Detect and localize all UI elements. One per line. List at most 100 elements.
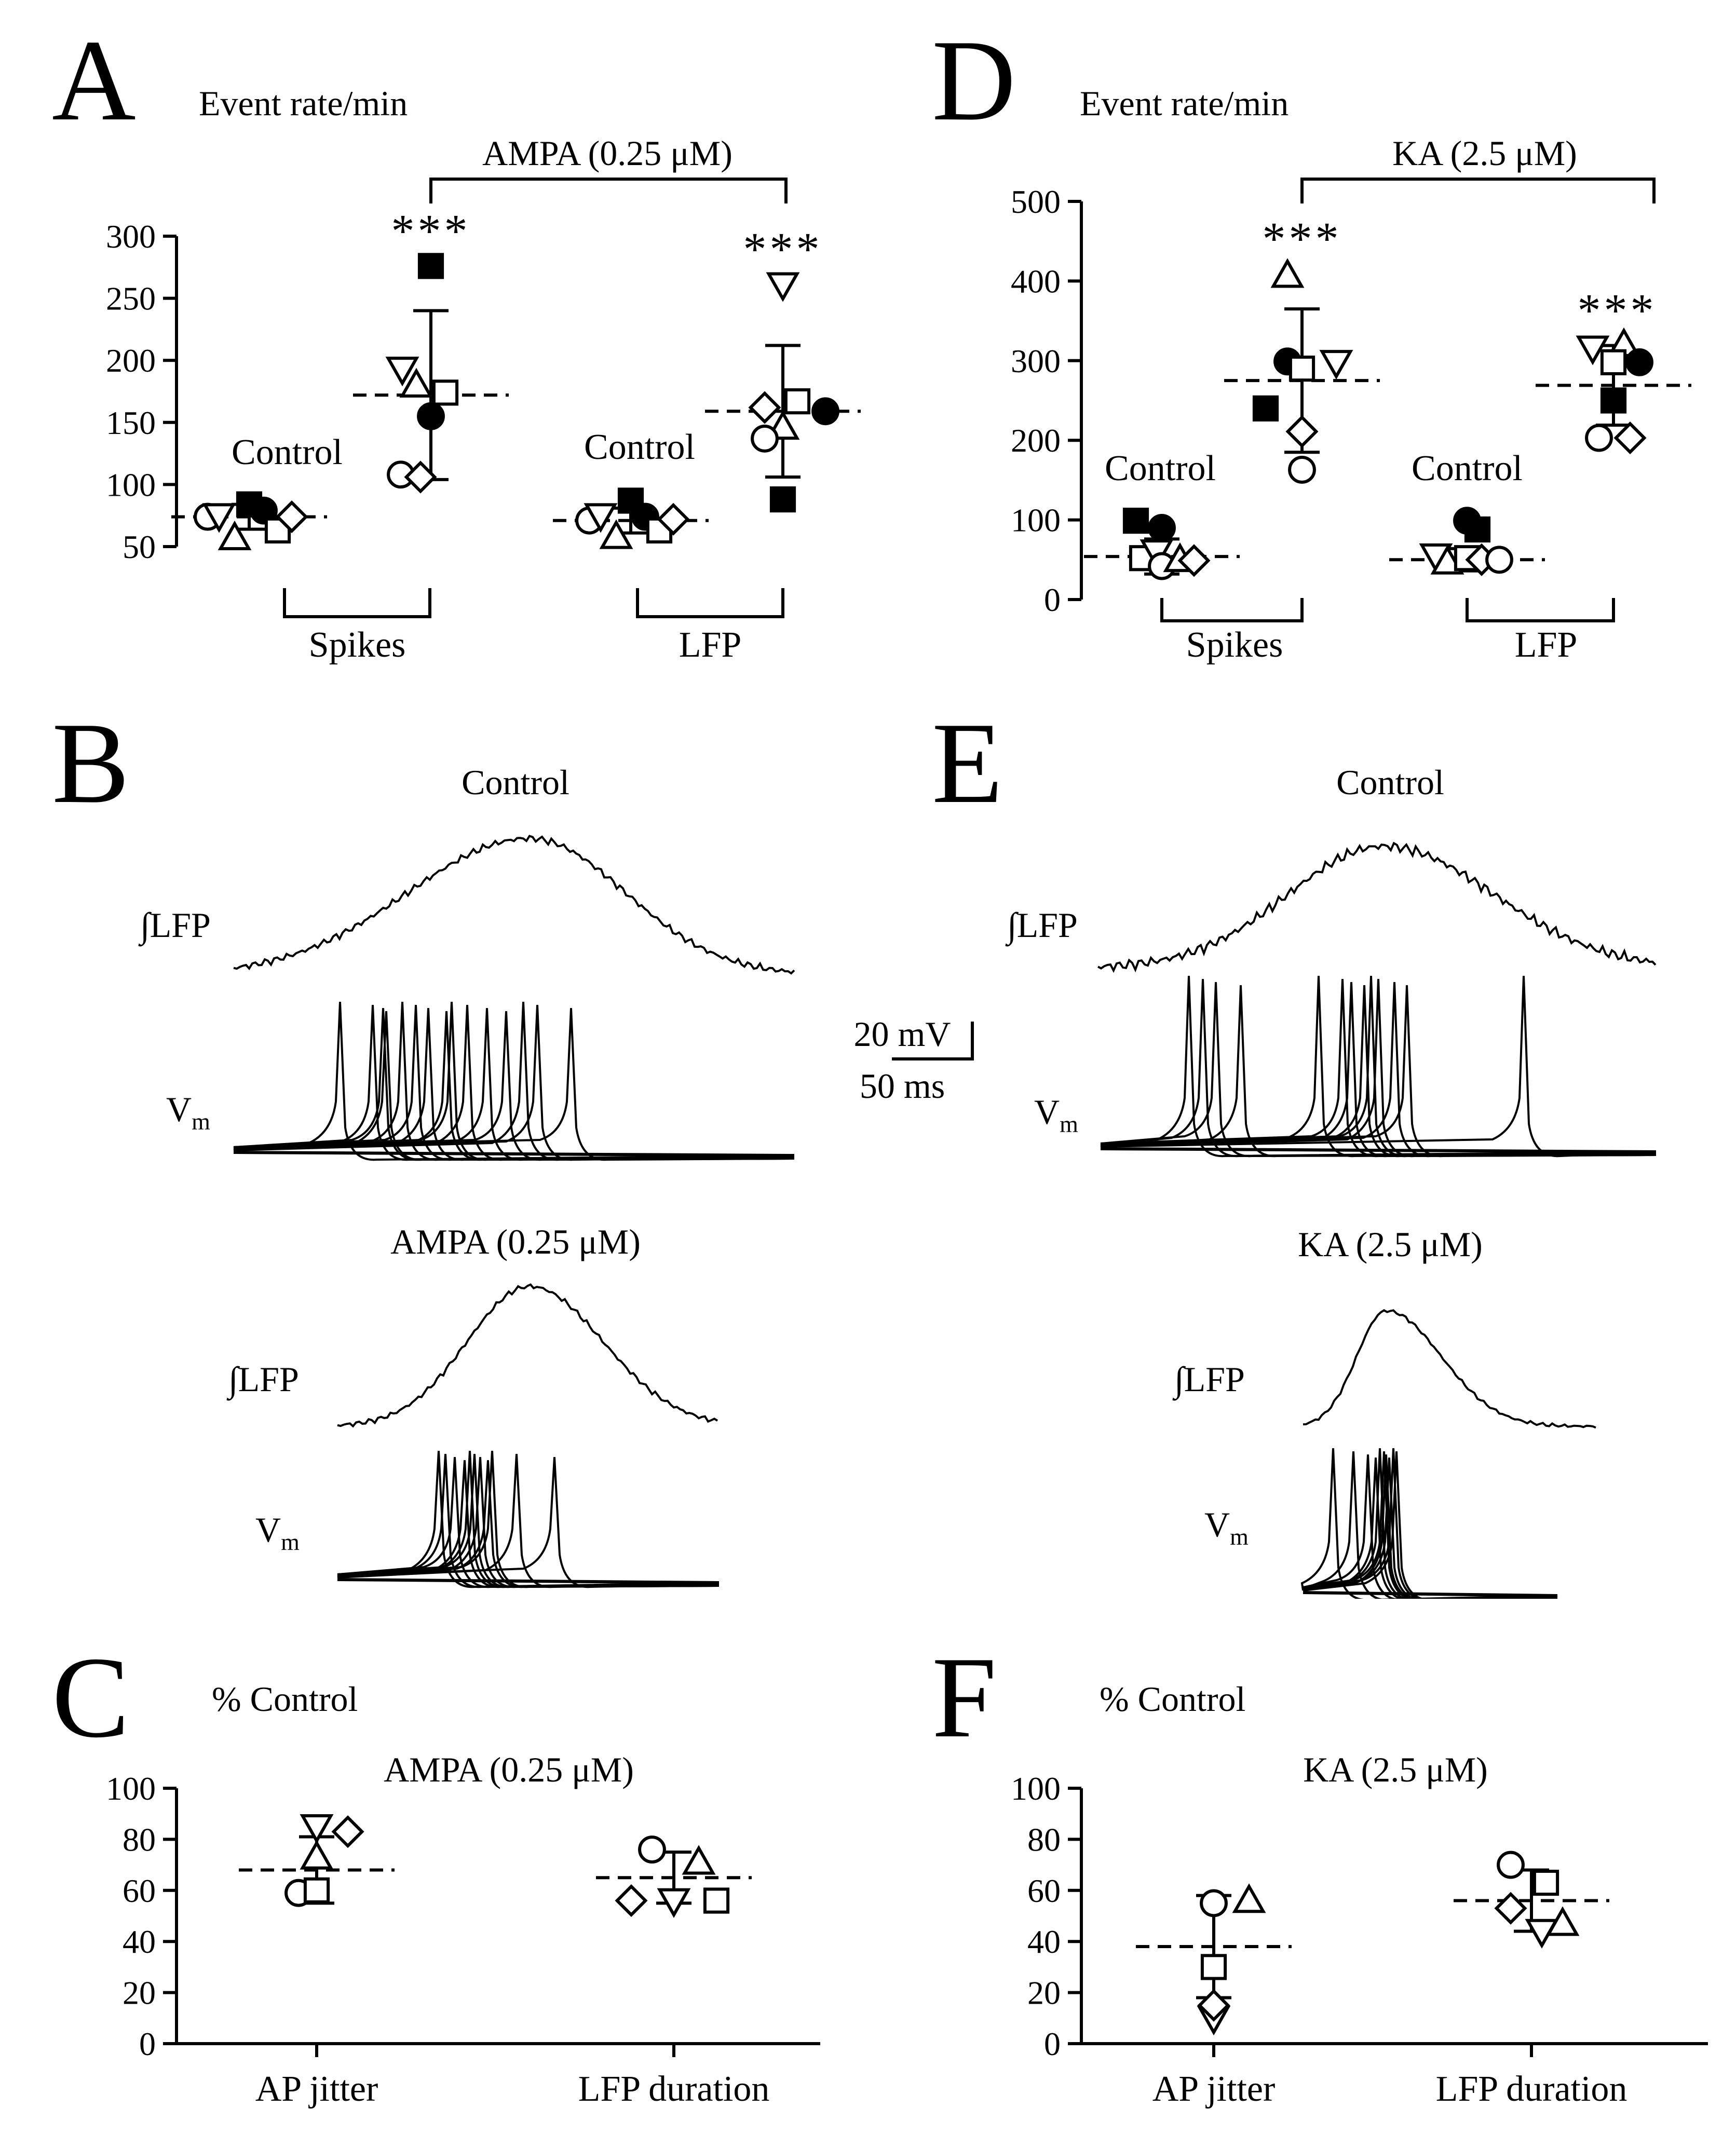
panel-f-y-ticks: 0 20 40 60 80 100: [1011, 1770, 1081, 2062]
vm-spike-trace: [337, 1453, 720, 1588]
y-tick-label: 250: [106, 280, 156, 317]
panel-a-control-label-spikes: Control: [232, 432, 343, 472]
data-point-triangle-down: [766, 272, 800, 302]
data-point-square: [784, 388, 811, 415]
data-point-triangle-up: [1232, 1883, 1266, 1913]
panel-d-group-bracket-spikes: [1160, 598, 1304, 622]
y-tick-label: 300: [106, 218, 156, 255]
data-point-circle-filled: [1148, 514, 1176, 542]
panel-f-axes: [1080, 1788, 1708, 2045]
panel-a-stars-lfp: ***: [743, 224, 823, 275]
data-point-square: [1532, 1869, 1559, 1896]
vm-spike-trace: [1100, 978, 1657, 1158]
panel-e-lfp-label-control: ∫LFP: [1005, 905, 1078, 947]
panel-f-plot: AP jitter LFP duration: [1136, 1851, 1627, 2109]
y-tick-label: 0: [1044, 2025, 1061, 2062]
panel-d-group-lfp: LFP: [1515, 625, 1578, 665]
vm-spike-trace: [1303, 1448, 1558, 1599]
panel-a-group-lfp: LFP: [679, 625, 742, 665]
panel-a-group-spikes: Spikes: [309, 625, 406, 665]
vm-spike-trace: [337, 1457, 720, 1588]
y-tick-label: 80: [123, 1821, 156, 1858]
vm-spike-trace: [233, 1001, 795, 1161]
lfp-trace: [337, 1283, 718, 1428]
data-point-diamond: [1177, 544, 1211, 577]
y-tick-label: 400: [1011, 263, 1061, 300]
x-category-label: AP jitter: [255, 2069, 378, 2109]
panel-c: C % Control AMPA (0.25 μM) 020406080100 …: [52, 1633, 820, 2109]
vm-spike-trace: [1100, 985, 1657, 1158]
series-lfp-ka: [1536, 327, 1691, 455]
data-point-triangle-up: [1270, 258, 1305, 288]
data-point-diamond: [404, 460, 437, 494]
data-point-diamond: [1613, 421, 1647, 455]
data-point-triangle-up: [399, 368, 433, 398]
vm-spike-trace: [1100, 975, 1657, 1158]
vm-spike-trace: [233, 1011, 795, 1161]
y-tick-label: 200: [1011, 422, 1061, 459]
y-tick-label: 100: [1011, 1770, 1061, 1807]
vm-spike-trace: [233, 1001, 795, 1161]
lfp-trace: [1097, 841, 1657, 973]
data-point-circle: [1585, 424, 1613, 452]
vm-spike-trace: [1300, 1448, 1558, 1599]
vm-spike-trace: [233, 1011, 795, 1161]
panel-c-y-ticks: 0 20 40 60 80 100: [106, 1770, 177, 2062]
panel-e-vm-label-control: Vm: [1034, 1092, 1078, 1137]
panel-letter-e: E: [932, 699, 1003, 827]
data-point-circle-filled: [417, 402, 445, 430]
panel-a-plot: [171, 253, 861, 551]
vm-spike-trace: [1100, 985, 1657, 1158]
vm-spike-trace: [1100, 978, 1657, 1158]
vm-spike-trace: [233, 1011, 795, 1161]
data-point-square-filled: [1600, 387, 1627, 414]
series-lfp-duration: LFP duration: [578, 1835, 769, 2109]
vm-spike-trace: [1303, 1457, 1558, 1599]
data-point-circle: [638, 1835, 666, 1864]
data-point-square: [1200, 1954, 1227, 1980]
data-point-triangle-down: [1319, 350, 1353, 380]
vm-spike-trace: [1100, 982, 1657, 1158]
data-point-triangle-down: [202, 503, 236, 533]
series-lfp-control: [1389, 507, 1545, 576]
panel-c-ylabel: % Control: [212, 1679, 358, 1719]
vm-spike-trace-baseline: [1100, 1147, 1657, 1153]
panel-a-control-label-lfp: Control: [584, 427, 695, 467]
panel-d-treatment-bracket: [1300, 178, 1656, 203]
y-tick-label: 20: [1027, 1975, 1061, 2011]
vm-spike-trace: [1100, 975, 1657, 1158]
panel-d-group-spikes: Spikes: [1186, 625, 1283, 665]
lfp-trace: [1303, 1309, 1596, 1429]
data-point-square-filled: [1252, 395, 1279, 421]
lfp-trace: [233, 835, 795, 975]
series-ap-jitter: AP jitter: [1136, 1883, 1292, 2109]
data-point-square-filled: [417, 253, 444, 279]
panel-a-y-ticks: 50 100 150 200 250 300: [106, 218, 177, 565]
data-point-square: [303, 1877, 330, 1903]
data-point-diamond: [1494, 1892, 1527, 1925]
vm-spike-trace: [337, 1457, 720, 1588]
vm-spike-trace: [233, 1008, 795, 1161]
data-point-diamond: [275, 500, 308, 534]
panel-b-control-title: Control: [462, 763, 569, 802]
data-point-square-filled: [1464, 516, 1491, 543]
panel-b-vm-label-control: Vm: [166, 1090, 210, 1135]
vm-spike-trace: [233, 1008, 795, 1161]
data-point-square-filled: [769, 486, 796, 513]
vm-spike-trace-baseline: [1303, 1591, 1558, 1597]
panel-e-control-title: Control: [1336, 763, 1444, 802]
y-tick-label: 20: [123, 1975, 156, 2011]
vm-spike-trace: [1100, 975, 1657, 1158]
data-point-triangle-up: [599, 519, 633, 549]
panel-b-lfp-label-control: ∫LFP: [138, 905, 211, 947]
series-spikes-control: [171, 491, 327, 551]
data-point-circle: [751, 424, 779, 453]
panel-d: D Event rate/min KA (2.5 μM) 0 100 200 300 4…: [932, 16, 1691, 665]
y-tick-label: 300: [1011, 343, 1061, 379]
panel-e: E Control ∫LFP Vm KA (2.5 μM) ∫LFP Vm: [932, 699, 1657, 1599]
panel-d-control-label-spikes: Control: [1105, 448, 1216, 488]
panel-e-lfp-label-drug: ∫LFP: [1172, 1359, 1245, 1401]
panel-d-stars-lfp: ***: [1578, 285, 1657, 336]
y-tick-label: 150: [106, 404, 156, 441]
y-tick-label: 0: [139, 2025, 156, 2062]
